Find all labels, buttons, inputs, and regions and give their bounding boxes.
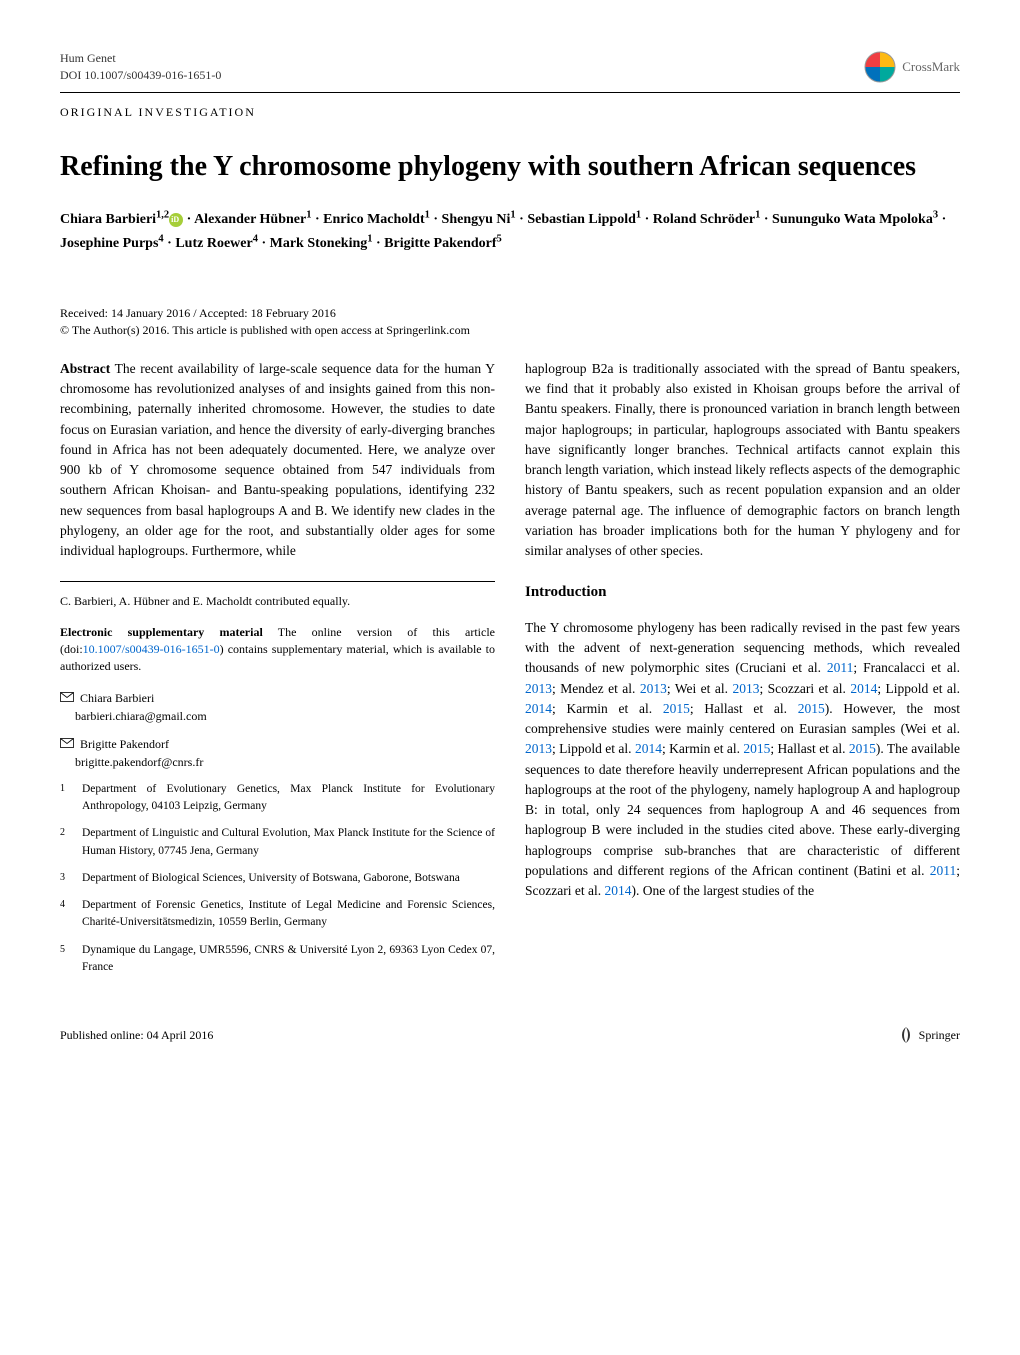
citation-link[interactable]: 2013 bbox=[525, 741, 552, 756]
affil-number: 2 bbox=[60, 825, 72, 860]
citation-link[interactable]: 2013 bbox=[640, 681, 667, 696]
crossmark-icon bbox=[864, 51, 896, 83]
citation-link[interactable]: 2011 bbox=[930, 863, 957, 878]
left-column: Abstract The recent availability of larg… bbox=[60, 359, 495, 986]
corr-name: Chiara Barbieri bbox=[80, 691, 154, 705]
springer-text: Springer bbox=[919, 1028, 960, 1043]
right-column: haplogroup B2a is traditionally associat… bbox=[525, 359, 960, 986]
supplementary-label: Electronic supplementary material bbox=[60, 625, 263, 639]
abstract-continued: haplogroup B2a is traditionally associat… bbox=[525, 359, 960, 562]
affil-text: Department of Forensic Genetics, Institu… bbox=[82, 897, 495, 932]
affil-text: Department of Linguistic and Cultural Ev… bbox=[82, 825, 495, 860]
two-column-body: Abstract The recent availability of larg… bbox=[60, 359, 960, 986]
affil-text: Dynamique du Langage, UMR5596, CNRS & Un… bbox=[82, 942, 495, 977]
affiliations-block: 1 Department of Evolutionary Genetics, M… bbox=[60, 781, 495, 976]
divider bbox=[60, 92, 960, 93]
article-type: ORIGINAL INVESTIGATION bbox=[60, 105, 960, 120]
abstract-paragraph: Abstract The recent availability of larg… bbox=[60, 359, 495, 562]
journal-name: Hum Genet bbox=[60, 50, 221, 67]
citation-link[interactable]: 2014 bbox=[635, 741, 662, 756]
correspondence-block: Chiara Barbieri barbieri.chiara@gmail.co… bbox=[60, 689, 495, 771]
page-footer: Published online: 04 April 2016 Springer bbox=[60, 1026, 960, 1044]
supplementary-note: Electronic supplementary material The on… bbox=[60, 624, 495, 674]
intro-paragraph: The Y chromosome phylogeny has been radi… bbox=[525, 618, 960, 902]
citation-link[interactable]: 2014 bbox=[604, 883, 631, 898]
affil-number: 1 bbox=[60, 781, 72, 816]
crossmark-badge[interactable]: CrossMark bbox=[864, 51, 960, 83]
affil-text: Department of Biological Sciences, Unive… bbox=[82, 870, 460, 887]
equal-contrib-note: C. Barbieri, A. Hübner and E. Macholdt c… bbox=[60, 581, 495, 610]
published-online: Published online: 04 April 2016 bbox=[60, 1028, 213, 1043]
affil-number: 5 bbox=[60, 942, 72, 977]
affil-number: 4 bbox=[60, 897, 72, 932]
supplementary-doi-link[interactable]: 10.1007/s00439-016-1651-0 bbox=[83, 642, 220, 656]
correspondence-item: Brigitte Pakendorf brigitte.pakendorf@cn… bbox=[60, 735, 495, 771]
springer-logo: Springer bbox=[897, 1026, 960, 1044]
affiliation-item: 4 Department of Forensic Genetics, Insti… bbox=[60, 897, 495, 932]
citation-link[interactable]: 2015 bbox=[743, 741, 770, 756]
dates-block: Received: 14 January 2016 / Accepted: 18… bbox=[60, 305, 960, 339]
affiliation-item: 2 Department of Linguistic and Cultural … bbox=[60, 825, 495, 860]
affiliation-item: 3 Department of Biological Sciences, Uni… bbox=[60, 870, 495, 887]
corr-name: Brigitte Pakendorf bbox=[80, 737, 169, 751]
intro-heading: Introduction bbox=[525, 581, 960, 604]
header-row: Hum Genet DOI 10.1007/s00439-016-1651-0 … bbox=[60, 50, 960, 84]
citation-link[interactable]: 2015 bbox=[663, 701, 690, 716]
abstract-label: Abstract bbox=[60, 361, 110, 376]
orcid-icon[interactable] bbox=[169, 213, 183, 227]
citation-link[interactable]: 2013 bbox=[525, 681, 552, 696]
author-list: Chiara Barbieri1,2 · Alexander Hübner1 ·… bbox=[60, 207, 960, 255]
affiliation-item: 5 Dynamique du Langage, UMR5596, CNRS & … bbox=[60, 942, 495, 977]
affil-text: Department of Evolutionary Genetics, Max… bbox=[82, 781, 495, 816]
crossmark-label: CrossMark bbox=[902, 59, 960, 75]
envelope-icon bbox=[60, 689, 74, 707]
doi-line: DOI 10.1007/s00439-016-1651-0 bbox=[60, 67, 221, 84]
citation-link[interactable]: 2011 bbox=[827, 660, 854, 675]
springer-icon bbox=[897, 1026, 915, 1044]
received-date: Received: 14 January 2016 / Accepted: 18… bbox=[60, 305, 960, 322]
page-title: Refining the Y chromosome phylogeny with… bbox=[60, 150, 960, 184]
affiliation-item: 1 Department of Evolutionary Genetics, M… bbox=[60, 781, 495, 816]
corr-email: brigitte.pakendorf@cnrs.fr bbox=[75, 755, 203, 769]
envelope-icon bbox=[60, 735, 74, 753]
copyright-line: © The Author(s) 2016. This article is pu… bbox=[60, 322, 960, 339]
citation-link[interactable]: 2013 bbox=[732, 681, 759, 696]
citation-link[interactable]: 2015 bbox=[849, 741, 876, 756]
citation-link[interactable]: 2014 bbox=[525, 701, 552, 716]
affil-number: 3 bbox=[60, 870, 72, 887]
corr-email: barbieri.chiara@gmail.com bbox=[75, 709, 207, 723]
citation-link[interactable]: 2015 bbox=[798, 701, 825, 716]
citation-link[interactable]: 2014 bbox=[850, 681, 877, 696]
journal-info: Hum Genet DOI 10.1007/s00439-016-1651-0 bbox=[60, 50, 221, 84]
correspondence-item: Chiara Barbieri barbieri.chiara@gmail.co… bbox=[60, 689, 495, 725]
abstract-text: The recent availability of large-scale s… bbox=[60, 361, 495, 558]
